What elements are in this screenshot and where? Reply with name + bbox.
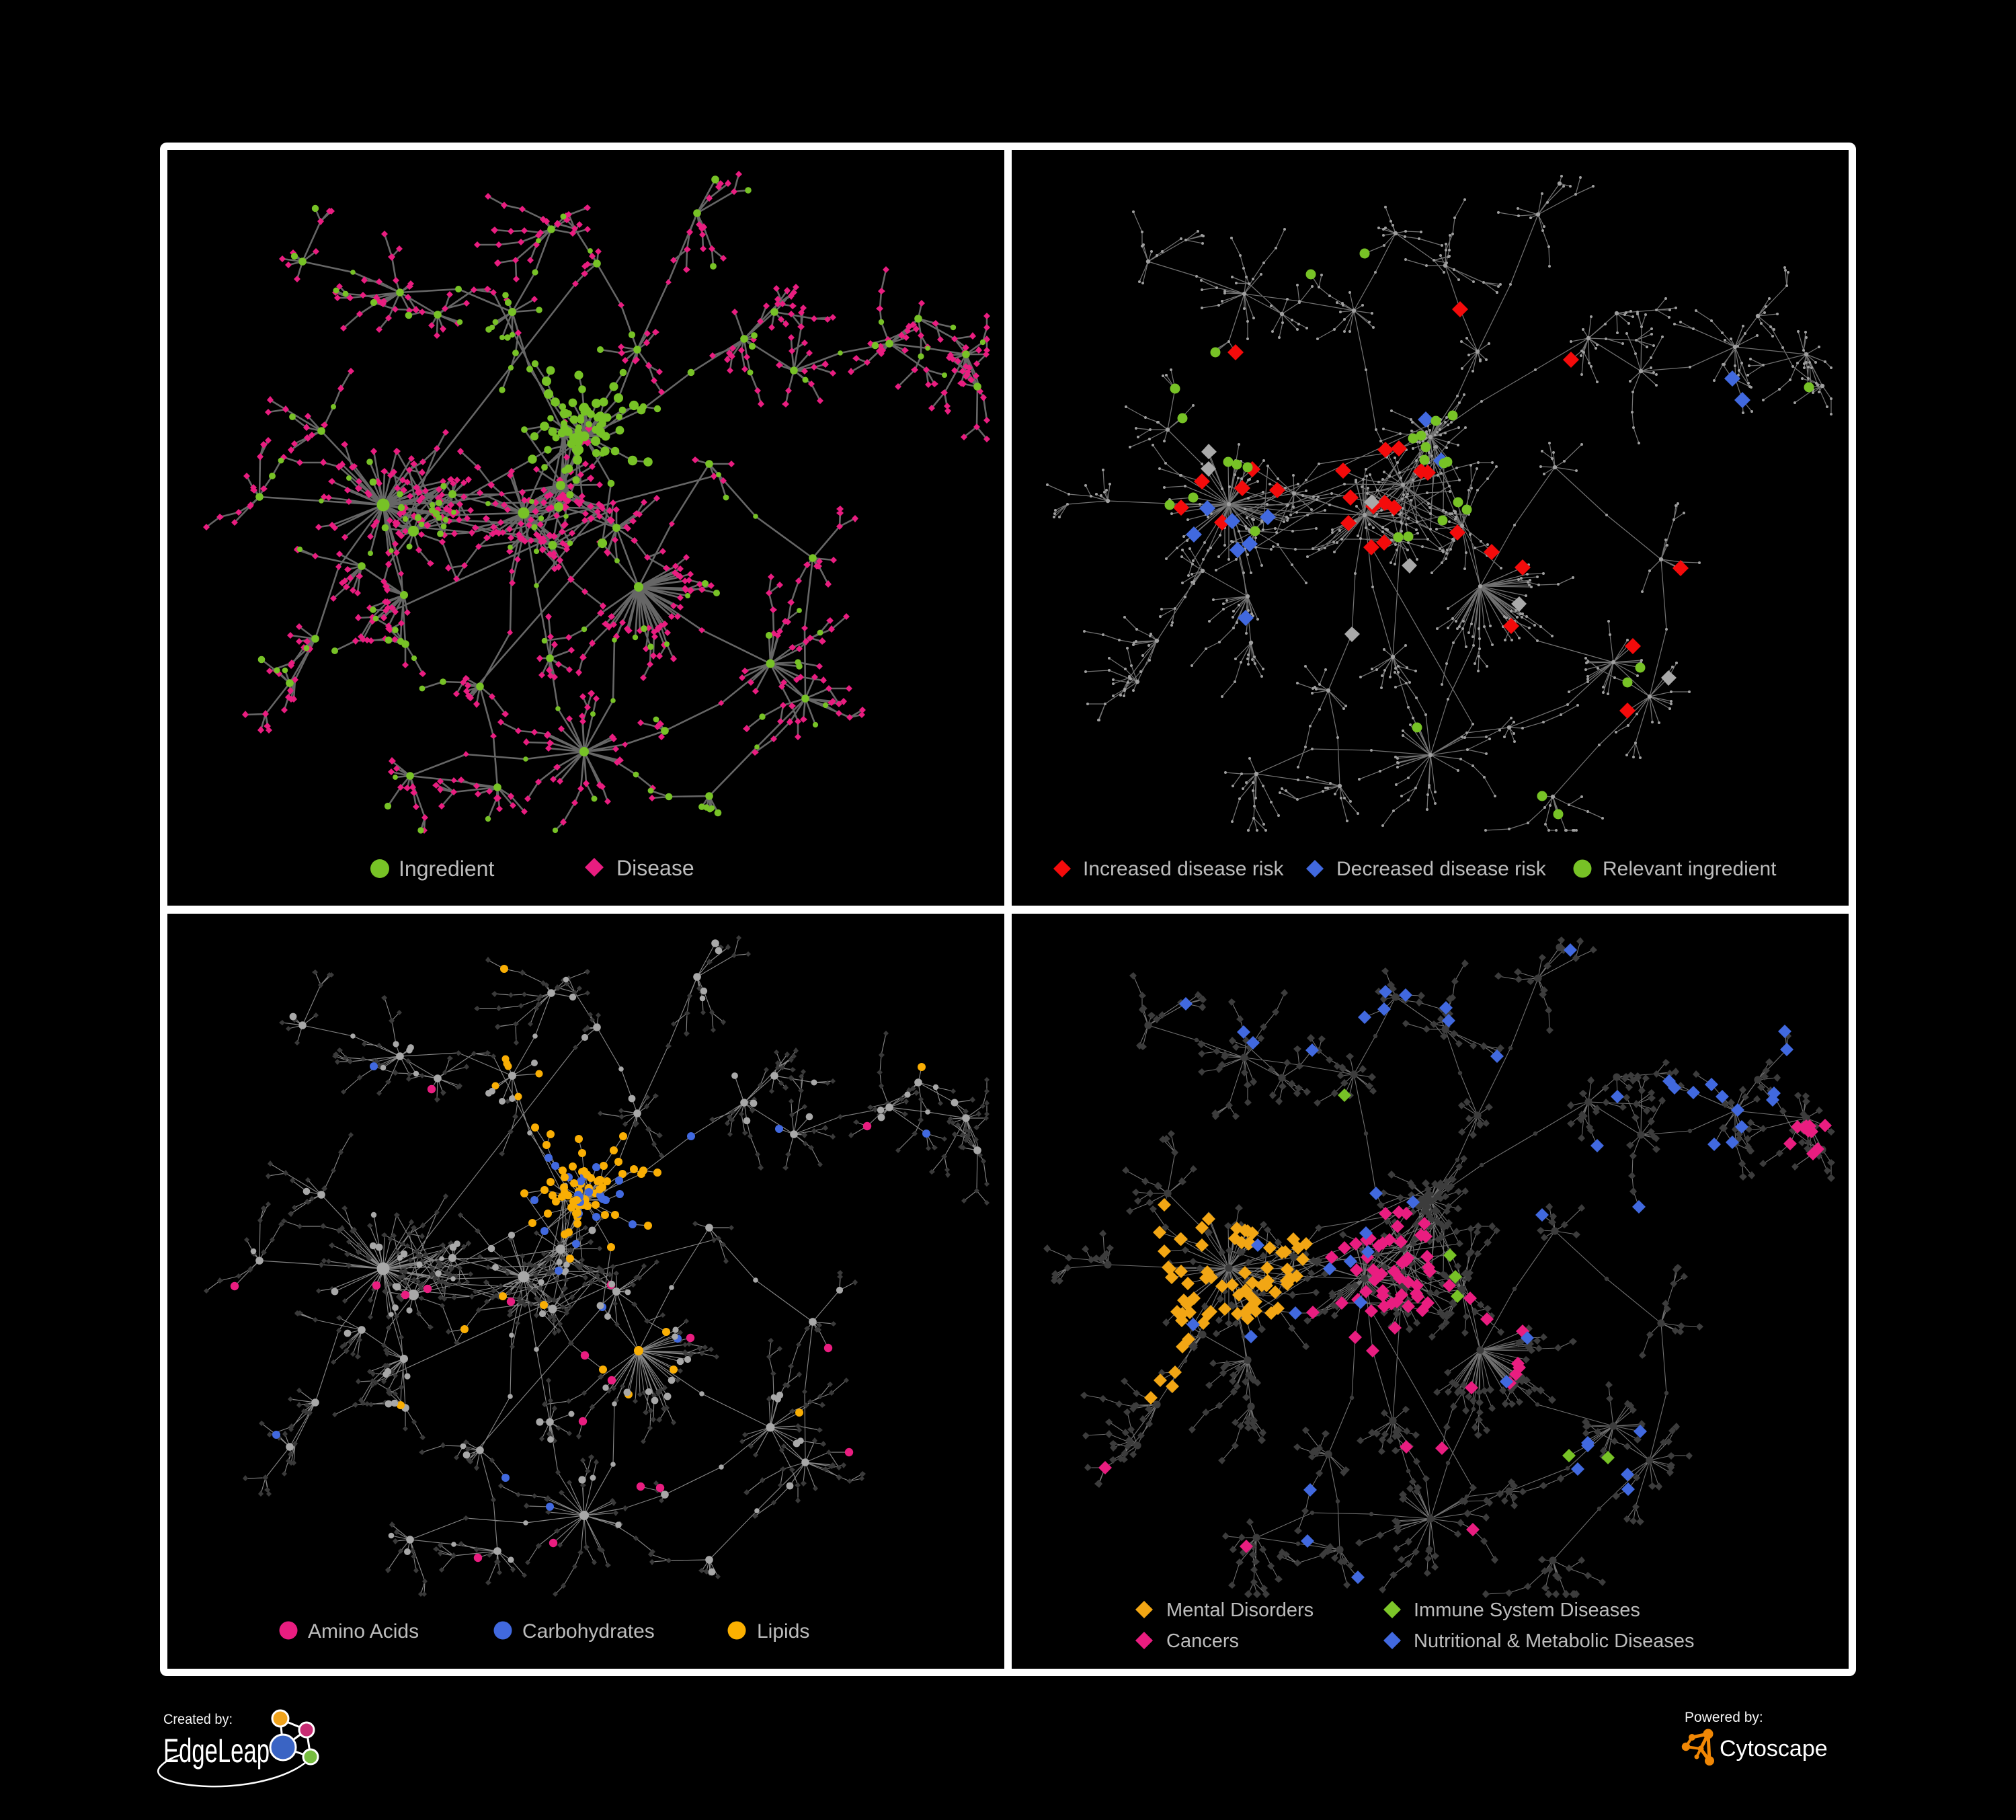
svg-text:Cytoscape: Cytoscape: [1720, 1736, 1828, 1762]
svg-text:Relevant ingredient: Relevant ingredient: [1603, 858, 1777, 880]
svg-text:Decreased disease risk: Decreased disease risk: [1336, 858, 1547, 880]
svg-text:Amino Acids: Amino Acids: [308, 1620, 419, 1643]
svg-text:Ingredient: Ingredient: [399, 857, 494, 881]
svg-text:Mental Disorders: Mental Disorders: [1166, 1599, 1314, 1621]
svg-text:Cancers: Cancers: [1166, 1630, 1239, 1652]
svg-text:Powered by:: Powered by:: [1685, 1710, 1763, 1725]
svg-text:Created by:: Created by:: [163, 1712, 233, 1727]
svg-text:Nutritional & Metabolic Diseas: Nutritional & Metabolic Diseases: [1414, 1630, 1694, 1652]
svg-text:Disease: Disease: [616, 856, 694, 880]
svg-text:Lipids: Lipids: [757, 1620, 809, 1643]
svg-text:EdgeLeap: EdgeLeap: [163, 1732, 270, 1770]
svg-text:Immune System Diseases: Immune System Diseases: [1414, 1599, 1640, 1621]
svg-text:Increased disease risk: Increased disease risk: [1083, 858, 1284, 880]
svg-text:Carbohydrates: Carbohydrates: [522, 1620, 655, 1643]
